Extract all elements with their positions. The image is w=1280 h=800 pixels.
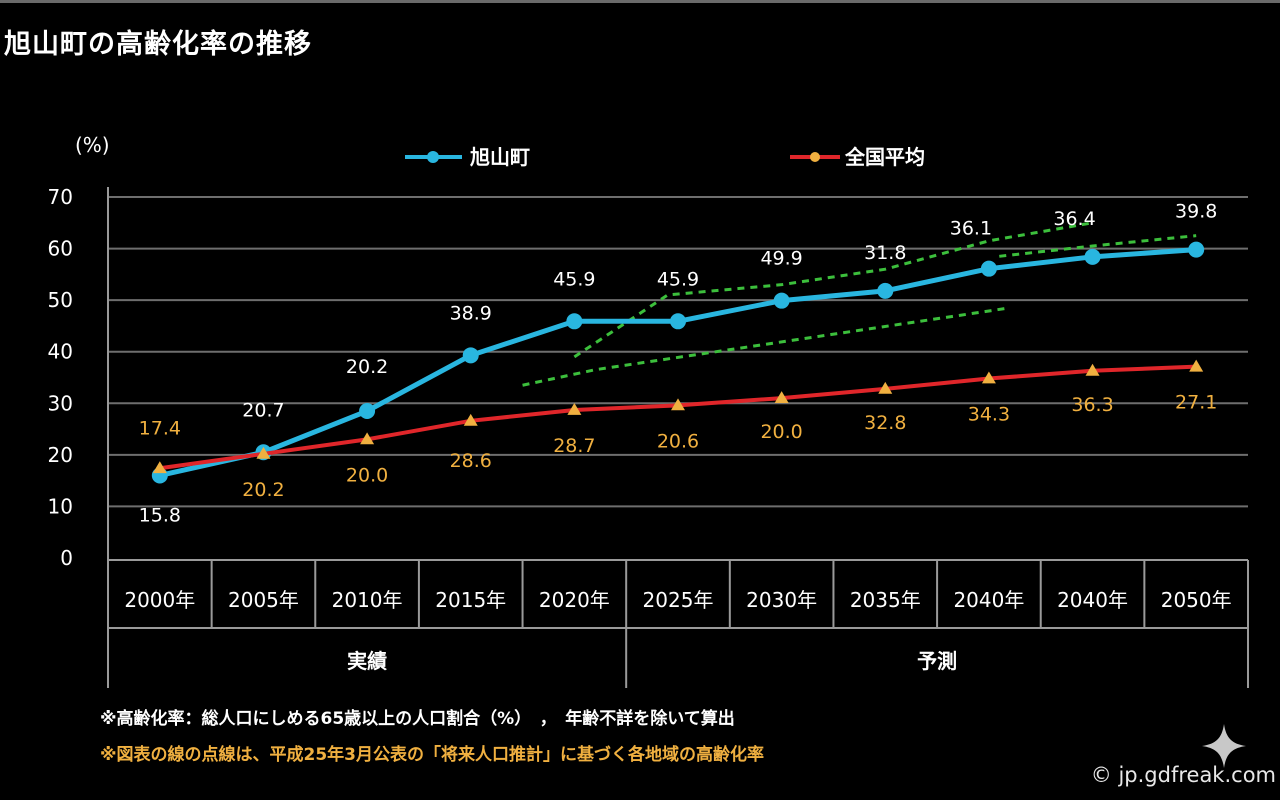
trend-line bbox=[999, 234, 1197, 258]
y-tick-label: 50 bbox=[48, 288, 73, 312]
data-label-town: 15.8 bbox=[139, 504, 181, 526]
y-tick-label: 0 bbox=[60, 546, 73, 570]
data-label-national: 28.7 bbox=[553, 435, 595, 457]
data-label-town: 49.9 bbox=[760, 248, 802, 270]
data-point-national bbox=[256, 446, 271, 459]
data-label-town: 39.8 bbox=[1175, 201, 1217, 223]
data-label-national: 20.0 bbox=[760, 421, 802, 443]
trend-line bbox=[573, 221, 1093, 359]
footnote-definition: ※高齢化率：総人口にしめる65歳以上の人口割合（%） ， 年齢不詳を除いて算出 bbox=[100, 709, 735, 729]
x-tick-label: 2050年 bbox=[1161, 588, 1232, 612]
data-label-town: 31.8 bbox=[864, 242, 906, 264]
trend-layer bbox=[522, 221, 1197, 387]
data-point-town bbox=[773, 292, 790, 309]
source-credit: © jp.gdfreak.com bbox=[1090, 763, 1276, 787]
data-point-national bbox=[671, 398, 685, 411]
y-tick-label: 30 bbox=[48, 391, 73, 415]
labels-layer: 15.8 20.7 20.2 38.9 45.9 45.9 49.9 31.8 36.1 36.4… bbox=[139, 201, 1218, 527]
y-tick-label: 60 bbox=[48, 237, 73, 261]
data-point-town bbox=[670, 313, 686, 330]
data-point-town bbox=[1188, 241, 1205, 258]
x-tick-label: 2010年 bbox=[332, 588, 403, 612]
y-tick-label: 20 bbox=[48, 443, 73, 467]
x-tick-label: 2015年 bbox=[435, 588, 506, 612]
legend-town-label: 旭山町 bbox=[469, 145, 530, 169]
data-point-national bbox=[1085, 363, 1100, 376]
data-point-town bbox=[980, 260, 997, 277]
category-group-label: 実績 bbox=[347, 649, 387, 673]
data-point-national bbox=[981, 371, 996, 384]
y-tick-label: 10 bbox=[48, 494, 73, 518]
legend-town-marker bbox=[427, 151, 439, 163]
axes-layer: 0 10 20 30 40 50 60 70 2000年 2005年 2010年 2015年 2020年… bbox=[48, 185, 1249, 688]
data-label-town: 36.4 bbox=[1053, 208, 1095, 230]
footnote-trendline: ※図表の線の点線は、平成25年3月公表の「将来人口推計」に基づく各地域の高齢化率 bbox=[100, 745, 765, 765]
x-tick-label: 2035年 bbox=[850, 588, 921, 612]
data-point-town bbox=[1084, 248, 1101, 265]
data-point-town bbox=[566, 313, 583, 330]
x-tick-label: 2040年 bbox=[953, 588, 1024, 612]
x-tick-label: 2040年 bbox=[1057, 588, 1128, 612]
legend: 旭山町 全国平均 bbox=[405, 145, 925, 169]
legend-national-label: 全国平均 bbox=[844, 145, 925, 169]
data-label-town: 38.9 bbox=[450, 302, 492, 324]
data-label-town: 45.9 bbox=[657, 268, 699, 290]
data-point-town bbox=[359, 403, 376, 420]
data-point-national bbox=[567, 402, 582, 415]
data-label-national: 36.3 bbox=[1071, 394, 1113, 416]
x-tick-label: 2025年 bbox=[643, 588, 714, 612]
sparkle-icon bbox=[1202, 724, 1246, 768]
x-tick-label: 2020年 bbox=[539, 588, 610, 612]
series-layer bbox=[151, 241, 1205, 484]
data-point-national bbox=[878, 381, 893, 394]
data-point-national bbox=[774, 391, 789, 404]
data-label-national: 34.3 bbox=[968, 404, 1010, 426]
data-label-town: 20.7 bbox=[242, 399, 284, 421]
x-tick-label: 2005年 bbox=[228, 588, 299, 612]
data-label-national: 32.8 bbox=[864, 412, 906, 434]
series-line-national bbox=[159, 364, 1197, 471]
data-label-town: 45.9 bbox=[553, 268, 595, 290]
x-tick-label: 2000年 bbox=[124, 588, 195, 612]
data-label-town: 20.2 bbox=[346, 356, 388, 378]
data-point-national bbox=[1189, 359, 1204, 372]
data-label-national: 20.6 bbox=[657, 430, 699, 452]
data-point-national bbox=[463, 413, 478, 426]
data-label-national: 20.2 bbox=[242, 479, 284, 501]
legend-national-marker bbox=[810, 152, 820, 162]
data-point-town bbox=[877, 282, 894, 299]
y-tick-label: 40 bbox=[48, 340, 73, 364]
category-group-label: 予測 bbox=[917, 649, 957, 673]
data-point-national bbox=[360, 432, 375, 445]
data-point-town bbox=[462, 347, 479, 364]
y-tick-label: 70 bbox=[48, 185, 73, 209]
data-label-national: 27.1 bbox=[1175, 392, 1217, 414]
x-tick-label: 2030年 bbox=[746, 588, 817, 612]
grid-layer bbox=[108, 196, 1248, 508]
data-label-national: 20.0 bbox=[346, 464, 388, 486]
y-axis-label: (%) bbox=[75, 133, 110, 157]
data-label-town: 36.1 bbox=[950, 218, 992, 240]
trend-line bbox=[522, 306, 1010, 387]
data-point-national bbox=[152, 461, 167, 474]
data-label-national: 17.4 bbox=[139, 417, 181, 439]
data-label-national: 28.6 bbox=[450, 450, 492, 472]
chart-title: 旭山町の高齢化率の推移 bbox=[4, 29, 312, 60]
